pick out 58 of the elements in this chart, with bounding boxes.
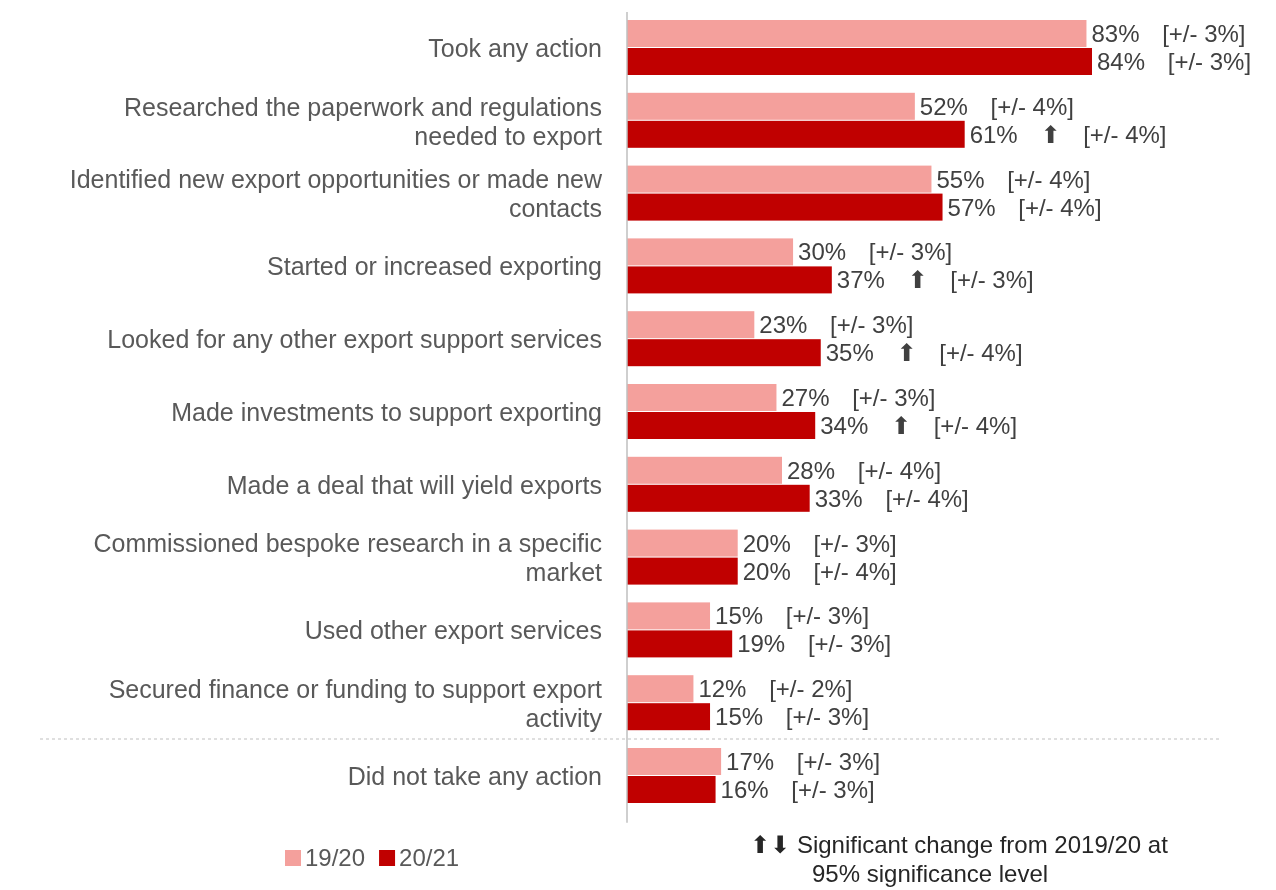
bar <box>627 193 943 221</box>
y-tick-label: Started or increased exporting <box>267 252 602 281</box>
data-label: 28% [+/- 4%] <box>787 456 942 484</box>
bar <box>627 748 722 775</box>
legend-label: 19/20 <box>305 844 366 872</box>
data-label: 84% [+/- 3%] <box>1097 47 1252 75</box>
bar <box>627 776 716 803</box>
data-label: 37% ⬆ [+/- 3%] <box>836 266 1034 294</box>
data-label: 12% [+/- 2%] <box>698 675 853 703</box>
bar <box>627 311 755 339</box>
bar <box>627 120 965 148</box>
bar <box>627 20 1087 47</box>
data-label: 33% [+/- 4%] <box>814 484 969 512</box>
data-label: 61% ⬆ [+/- 4%] <box>969 120 1167 148</box>
bar <box>627 484 810 512</box>
data-label: 30% [+/- 3%] <box>798 238 953 266</box>
data-label: 15% [+/- 3%] <box>715 602 870 630</box>
y-tick-label: Researched the paperwork and regulations needed to export <box>123 92 603 150</box>
bar <box>627 384 777 411</box>
y-tick-label: Made a deal that will yield exports <box>226 470 602 499</box>
y-tick-label: Did not take any action <box>347 761 602 790</box>
y-tick-label: Used other export services <box>304 616 602 645</box>
data-label: 55% [+/- 4%] <box>936 165 1091 193</box>
bar <box>627 165 932 193</box>
bar <box>627 630 733 658</box>
y-tick-label: Made investments to support exporting <box>171 397 602 426</box>
data-label: 20% [+/- 3%] <box>742 529 897 557</box>
y-tick-label: Took any action <box>428 33 602 62</box>
data-label: 52% [+/- 4%] <box>919 92 1074 120</box>
bar <box>627 675 694 703</box>
bar <box>627 412 816 439</box>
y-tick-label: Looked for any other export support services <box>107 324 602 353</box>
data-label: 23% [+/- 3%] <box>759 311 914 339</box>
data-label: 57% [+/- 4%] <box>947 193 1102 221</box>
data-label: 27% [+/- 3%] <box>781 383 936 411</box>
bar <box>627 529 738 557</box>
bar <box>627 238 794 266</box>
data-label: 20% [+/- 4%] <box>742 557 897 585</box>
bar <box>627 266 832 294</box>
bar <box>627 92 915 120</box>
bar <box>627 48 1092 75</box>
data-label: 19% [+/- 3%] <box>737 630 892 658</box>
bar <box>627 703 711 731</box>
data-label: 34% ⬆ [+/- 4%] <box>820 411 1018 439</box>
data-label: 17% [+/- 3%] <box>726 747 881 775</box>
bar <box>627 602 711 630</box>
data-label: 35% ⬆ [+/- 4%] <box>825 339 1023 367</box>
y-tick-label: Identified new export opportunities or made new contacts <box>69 165 603 223</box>
text: ⬆⬇ Significant change from 2019/20 at 95% significance level <box>750 831 1169 888</box>
data-label: 16% [+/- 3%] <box>720 775 875 803</box>
data-label: 83% [+/- 3%] <box>1091 19 1246 47</box>
bar <box>627 557 738 585</box>
bar <box>627 456 782 484</box>
y-tick-label: Commissioned bespoke research in a specific market <box>93 529 603 587</box>
legend-label: 20/21 <box>399 844 460 872</box>
bar <box>627 339 821 367</box>
data-label: 15% [+/- 3%] <box>715 703 870 731</box>
y-tick-label: Secured finance or funding to support export activity <box>108 674 603 732</box>
